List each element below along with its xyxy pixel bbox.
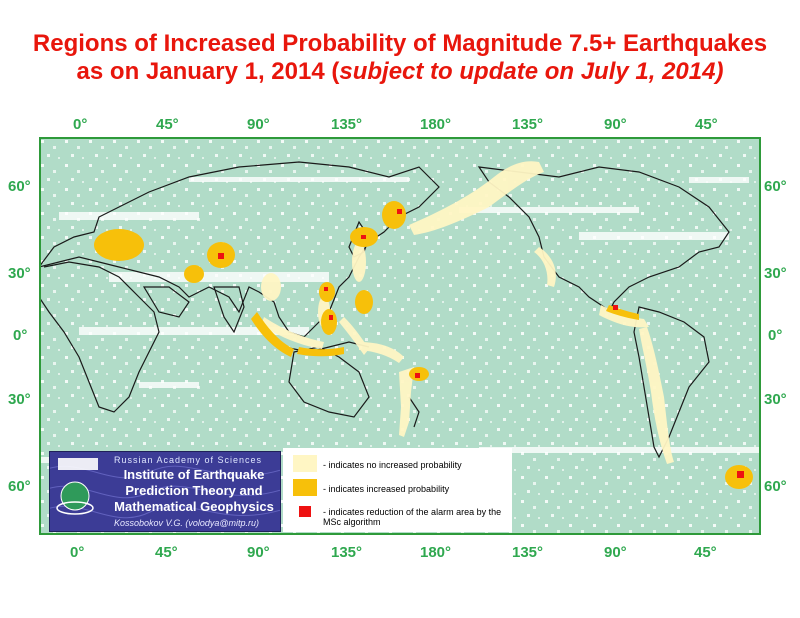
title-line1-text: Regions of Increased Probability of Magn… bbox=[32, 30, 768, 57]
institute-logo-panel: Russian Academy of Sciences Institute of… bbox=[49, 451, 281, 532]
lat-label-left: 0° bbox=[13, 327, 28, 344]
lon-label-bottom: 135° bbox=[331, 544, 363, 561]
lat-label-left: 30° bbox=[8, 391, 31, 408]
lat-label-right: 60° bbox=[764, 178, 787, 195]
lon-label-top: 135° bbox=[512, 116, 544, 133]
lat-label-right: 60° bbox=[764, 478, 787, 495]
newzealand-outline bbox=[408, 396, 420, 428]
legend-label: - indicates increased probability bbox=[323, 484, 450, 494]
north-america-outline bbox=[477, 166, 730, 314]
arabia-outline bbox=[142, 286, 190, 318]
lon-label-bottom: 135° bbox=[512, 544, 544, 561]
map-title-line2: as on January 1, 2014 (subject to update… bbox=[0, 58, 800, 86]
world-map bbox=[39, 137, 761, 535]
lon-label-top: 180° bbox=[420, 116, 452, 133]
map-legend: - indicates no increased probability - i… bbox=[283, 448, 512, 532]
lon-label-bottom: 0° bbox=[70, 544, 85, 561]
lon-label-top: 90° bbox=[604, 116, 627, 133]
lon-label-bottom: 45° bbox=[155, 544, 178, 561]
legend-swatch-pale bbox=[293, 455, 317, 472]
india-outline bbox=[213, 286, 245, 334]
lon-label-top: 0° bbox=[73, 116, 88, 133]
institute-name: Institute of Earthquake Prediction Theor… bbox=[110, 467, 278, 515]
lon-label-bottom: 90° bbox=[247, 544, 270, 561]
title-line2-text: as on January 1, 2014 ( bbox=[76, 58, 340, 85]
legend-label: - indicates reduction of the alarm area … bbox=[323, 507, 502, 527]
map-title-line1: Regions of Increased Probability of Magn… bbox=[0, 30, 800, 58]
legend-swatch-orange bbox=[293, 479, 317, 496]
author-credit: Kossobokov V.G. (volodya@mitp.ru) bbox=[114, 518, 260, 528]
south-america-outline bbox=[633, 306, 710, 459]
academy-name: Russian Academy of Sciences bbox=[114, 455, 263, 465]
lat-label-left: 60° bbox=[8, 478, 31, 495]
lat-label-right: 30° bbox=[764, 265, 787, 282]
logo-swirl-background bbox=[50, 452, 280, 531]
legend-swatch-red bbox=[299, 506, 311, 517]
institute-line2: Prediction Theory and bbox=[125, 483, 263, 498]
lon-label-top: 45° bbox=[156, 116, 179, 133]
reduced-zones bbox=[218, 209, 744, 478]
lon-label-bottom: 180° bbox=[420, 544, 452, 561]
lat-label-left: 30° bbox=[8, 265, 31, 282]
lat-label-right: 0° bbox=[768, 327, 783, 344]
lon-label-bottom: 45° bbox=[694, 544, 717, 561]
africa-outline bbox=[39, 261, 160, 413]
lon-label-top: 45° bbox=[695, 116, 718, 133]
lon-label-bottom: 90° bbox=[604, 544, 627, 561]
globe-icon bbox=[60, 481, 90, 511]
institute-line1: Institute of Earthquake bbox=[123, 467, 265, 482]
map-frame bbox=[39, 137, 761, 535]
lon-label-top: 90° bbox=[247, 116, 270, 133]
institute-line3: Mathematical Geophysics bbox=[114, 499, 274, 514]
lat-label-left: 60° bbox=[8, 178, 31, 195]
lon-label-top: 135° bbox=[331, 116, 363, 133]
lat-label-right: 30° bbox=[764, 391, 787, 408]
legend-label: - indicates no increased probability bbox=[323, 460, 462, 470]
title-line2-italic-text: subject to update on July 1, 2014) bbox=[339, 58, 724, 85]
eurasia-outline bbox=[39, 161, 440, 338]
